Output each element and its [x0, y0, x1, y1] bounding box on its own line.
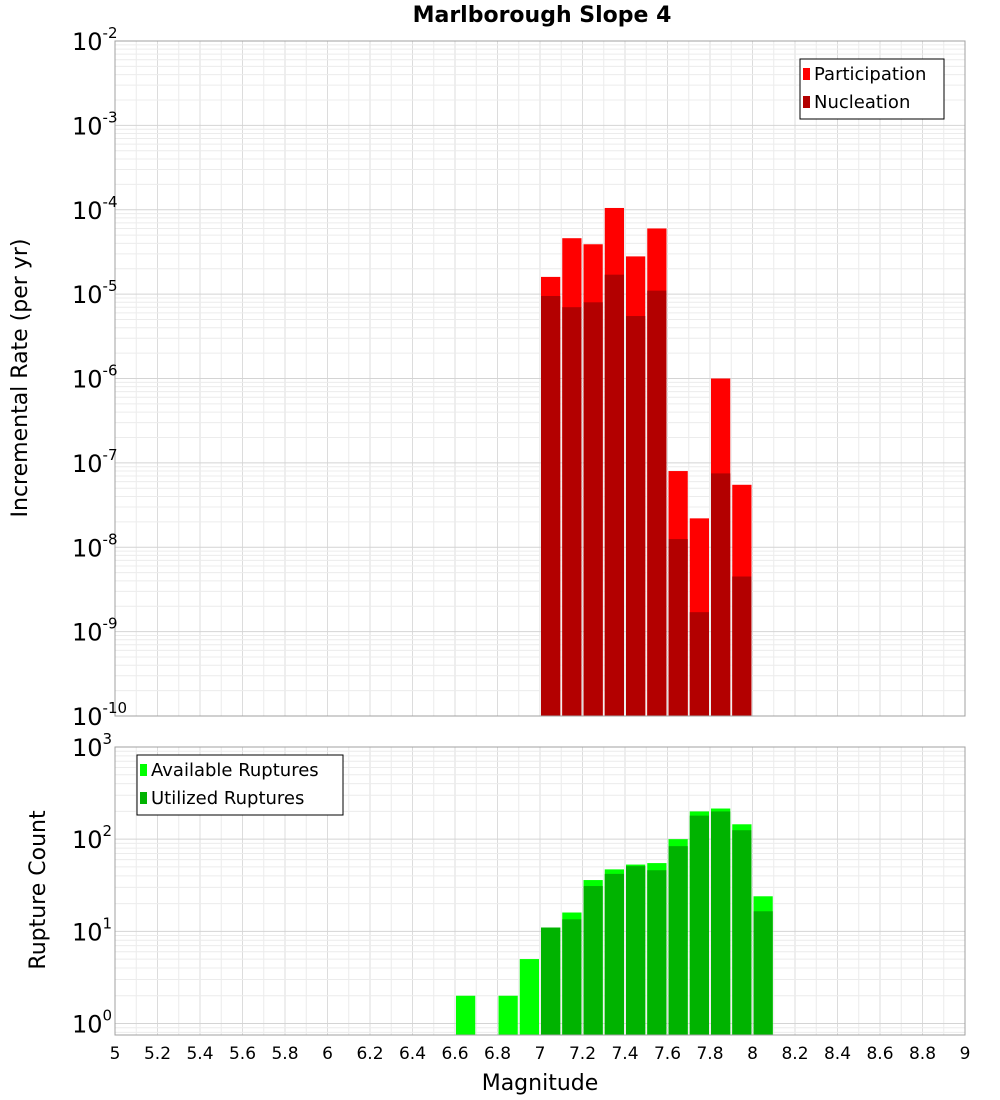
- top-legend-swatch: [803, 96, 810, 108]
- top-bar-nucleation: [732, 576, 752, 716]
- top-plot-area: 10-2 10-3 10-4 10-5 10-6 10-7 10-8 10-9 10-10 Par…: [72, 24, 966, 731]
- chart-title: Marlborough Slope 4: [413, 3, 672, 28]
- top-y-tick-label: 10-8: [72, 530, 118, 562]
- x-tick-label: 8.6: [866, 1044, 893, 1064]
- bottom-bar-utilized-ruptures: [668, 846, 688, 1035]
- bottom-bar-utilized-ruptures: [562, 919, 582, 1035]
- top-y-tick-label: 10-10: [72, 699, 127, 731]
- bottom-bar-utilized-ruptures: [732, 830, 752, 1035]
- bottom-bar-utilized-ruptures: [711, 811, 731, 1035]
- x-tick-label: 8.2: [781, 1044, 808, 1064]
- top-y-tick-label: 10-5: [72, 277, 118, 309]
- bottom-bar-utilized-ruptures: [604, 873, 624, 1035]
- bottom-legend: [136, 754, 344, 816]
- bottom-bar-available-ruptures: [456, 995, 476, 1035]
- top-bar-nucleation: [541, 296, 561, 716]
- x-tick-label: 8: [747, 1044, 758, 1064]
- bottom-y-tick-label: 102: [72, 822, 112, 854]
- bottom-plot-area: 103 102 101 100 Available Ruptures Utilized R…: [72, 730, 970, 1064]
- bottom-legend-swatch: [140, 764, 147, 776]
- top-bar-nucleation: [711, 473, 731, 716]
- bottom-bar-utilized-ruptures: [753, 911, 773, 1035]
- x-tick-label: 7.6: [654, 1044, 681, 1064]
- x-tick-label: 5.2: [144, 1044, 171, 1064]
- x-tick-label: 7.8: [696, 1044, 723, 1064]
- top-y-tick-label: 10-7: [72, 446, 118, 478]
- x-tick-label: 5.8: [271, 1044, 298, 1064]
- bottom-legend-swatch: [140, 792, 147, 804]
- top-bar-nucleation: [562, 307, 582, 716]
- bottom-bar-available-ruptures: [498, 995, 518, 1035]
- x-tick-label: 7: [535, 1044, 546, 1064]
- top-bar-nucleation: [626, 316, 646, 716]
- bottom-y-axis-title: Rupture Count: [26, 810, 51, 970]
- bottom-y-tick-label: 100: [72, 1006, 112, 1038]
- top-bar-nucleation: [689, 612, 709, 716]
- x-tick-label: 6.8: [484, 1044, 511, 1064]
- x-tick-label: 6.6: [441, 1044, 468, 1064]
- top-legend-label: Participation: [814, 64, 926, 85]
- bottom-legend-label: Available Ruptures: [151, 760, 319, 781]
- bottom-plot-border: [114, 746, 966, 1036]
- bottom-legend-label: Utilized Ruptures: [151, 788, 304, 809]
- x-tick-label: 6.4: [399, 1044, 426, 1064]
- x-tick-label: 5.6: [229, 1044, 256, 1064]
- top-plot-border: [114, 40, 966, 717]
- x-tick-label: 7.4: [611, 1044, 638, 1064]
- top-y-tick-label: 10-4: [72, 193, 118, 225]
- x-tick-label: 5: [110, 1044, 121, 1064]
- top-legend: [799, 58, 945, 120]
- bottom-bar-available-ruptures: [519, 959, 539, 1035]
- top-legend-swatch: [803, 68, 810, 80]
- bottom-y-tick-label: 103: [72, 730, 112, 762]
- x-axis-title: Magnitude: [482, 1071, 599, 1096]
- bottom-y-tick-label: 101: [72, 914, 112, 946]
- top-bar-nucleation: [647, 290, 667, 716]
- top-y-tick-label: 10-2: [72, 24, 118, 56]
- x-tick-label: 6.2: [356, 1044, 383, 1064]
- top-y-axis-title: Incremental Rate (per yr): [8, 239, 33, 518]
- top-bar-nucleation: [604, 274, 624, 716]
- bottom-bar-utilized-ruptures: [583, 886, 603, 1035]
- top-y-tick-label: 10-6: [72, 362, 118, 394]
- top-y-tick-label: 10-3: [72, 108, 118, 140]
- bottom-bar-utilized-ruptures: [689, 815, 709, 1035]
- x-tick-label: 5.4: [186, 1044, 213, 1064]
- x-tick-label: 6: [322, 1044, 333, 1064]
- bottom-bar-utilized-ruptures: [647, 870, 667, 1035]
- bottom-bar-utilized-ruptures: [626, 866, 646, 1035]
- bottom-bar-utilized-ruptures: [541, 927, 561, 1035]
- x-tick-label: 8.4: [824, 1044, 851, 1064]
- top-legend-label: Nucleation: [814, 92, 910, 113]
- x-tick-label: 9: [960, 1044, 971, 1064]
- top-y-tick-label: 10-9: [72, 615, 118, 647]
- top-bar-nucleation: [583, 302, 603, 716]
- x-tick-label: 7.2: [569, 1044, 596, 1064]
- top-bar-nucleation: [668, 539, 688, 716]
- x-tick-label: 8.8: [909, 1044, 936, 1064]
